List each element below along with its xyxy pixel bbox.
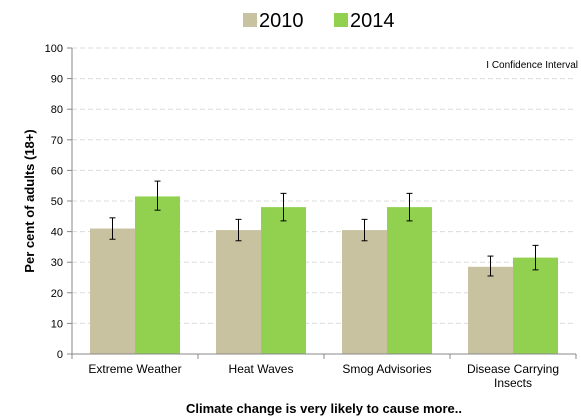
bar-2014 (261, 207, 306, 354)
legend-label-2014: 2014 (350, 10, 395, 32)
category-label-line: Insects (494, 376, 532, 390)
legend-swatch-2014 (334, 13, 348, 27)
bar-2010 (216, 230, 261, 354)
bar-2010 (90, 228, 135, 354)
y-tick-label: 20 (51, 288, 63, 300)
confidence-interval-note: I Confidence Interval (486, 60, 578, 71)
y-tick-label: 40 (51, 227, 63, 239)
y-tick-label: 60 (51, 165, 63, 177)
bar-2010 (468, 266, 513, 354)
category-label: Disease Carrying Insects (467, 362, 559, 390)
y-axis-ticks: 0 10 20 30 40 50 60 70 80 90 100 (45, 43, 72, 361)
category-label-line: Disease Carrying (467, 362, 559, 376)
legend: 2010 2014 (243, 10, 395, 32)
y-tick-label: 80 (51, 104, 63, 116)
y-tick-label: 10 (51, 318, 63, 330)
y-tick-label: 50 (51, 196, 63, 208)
y-tick-label: 90 (51, 74, 63, 86)
y-tick-label: 0 (57, 349, 63, 361)
bar-2014 (513, 257, 558, 354)
y-tick-label: 100 (45, 43, 63, 55)
legend-label-2010: 2010 (259, 10, 304, 32)
legend-swatch-2010 (243, 13, 257, 27)
category-label: Heat Waves (229, 362, 294, 376)
y-tick-label: 70 (51, 135, 63, 147)
bar-2014 (387, 207, 432, 354)
y-tick-label: 30 (51, 257, 63, 269)
category-label: Smog Advisories (342, 362, 431, 376)
bar-2010 (342, 230, 387, 354)
error-bars (109, 180, 539, 277)
y-axis-title: Per cent of adults (18+) (22, 129, 37, 272)
x-axis-labels: Extreme Weather Heat Waves Smog Advisories… (71, 354, 577, 390)
bar-2014 (135, 196, 180, 354)
x-axis-title: Climate change is very likely to cause m… (186, 401, 462, 416)
category-label: Extreme Weather (88, 362, 181, 376)
bars (90, 196, 558, 354)
